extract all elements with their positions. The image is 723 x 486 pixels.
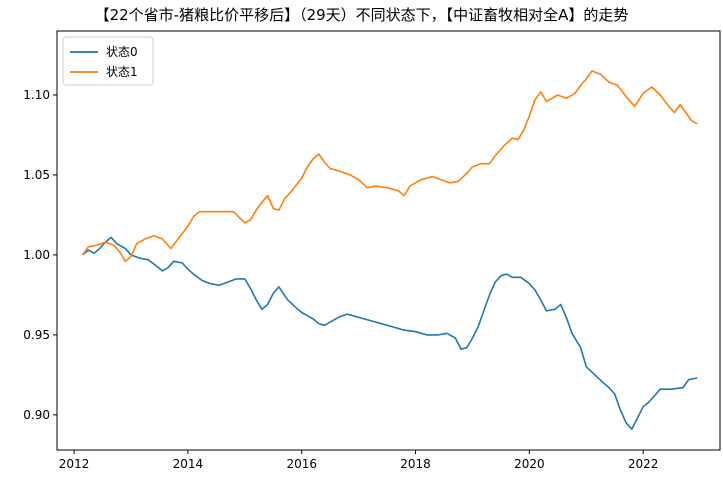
x-tick-label-3: 2018 [400, 457, 431, 471]
legend-label-1: 状态1 [106, 65, 138, 79]
chart-title: 【22个省市-猪粮比价平移后】（29天）不同状态下，【中证畜牧相对全A】的走势 [94, 6, 629, 24]
x-tick-label-5: 2022 [628, 457, 659, 471]
series-line-1 [81, 70, 698, 263]
axis-ticks: 2012 2014 2016 2018 2020 2022 0.90 0.95 1.00 1.05… [23, 88, 658, 471]
x-tick-label-0: 2012 [59, 457, 90, 471]
x-tick-label-2: 2016 [286, 457, 317, 471]
series-line-0 [82, 236, 698, 430]
series-layer [81, 70, 698, 430]
plot-frame [56, 30, 721, 451]
legend-box [62, 36, 154, 86]
y-tick-label-4: 1.10 [23, 88, 50, 102]
y-tick-label-2: 1.00 [23, 248, 50, 262]
legend-label-0: 状态0 [106, 45, 138, 59]
y-tick-label-0: 0.90 [23, 408, 50, 422]
y-tick-label-3: 1.05 [23, 168, 50, 182]
x-tick-label-4: 2020 [514, 457, 545, 471]
x-tick-label-1: 2014 [173, 457, 204, 471]
y-tick-label-1: 0.95 [23, 328, 50, 342]
